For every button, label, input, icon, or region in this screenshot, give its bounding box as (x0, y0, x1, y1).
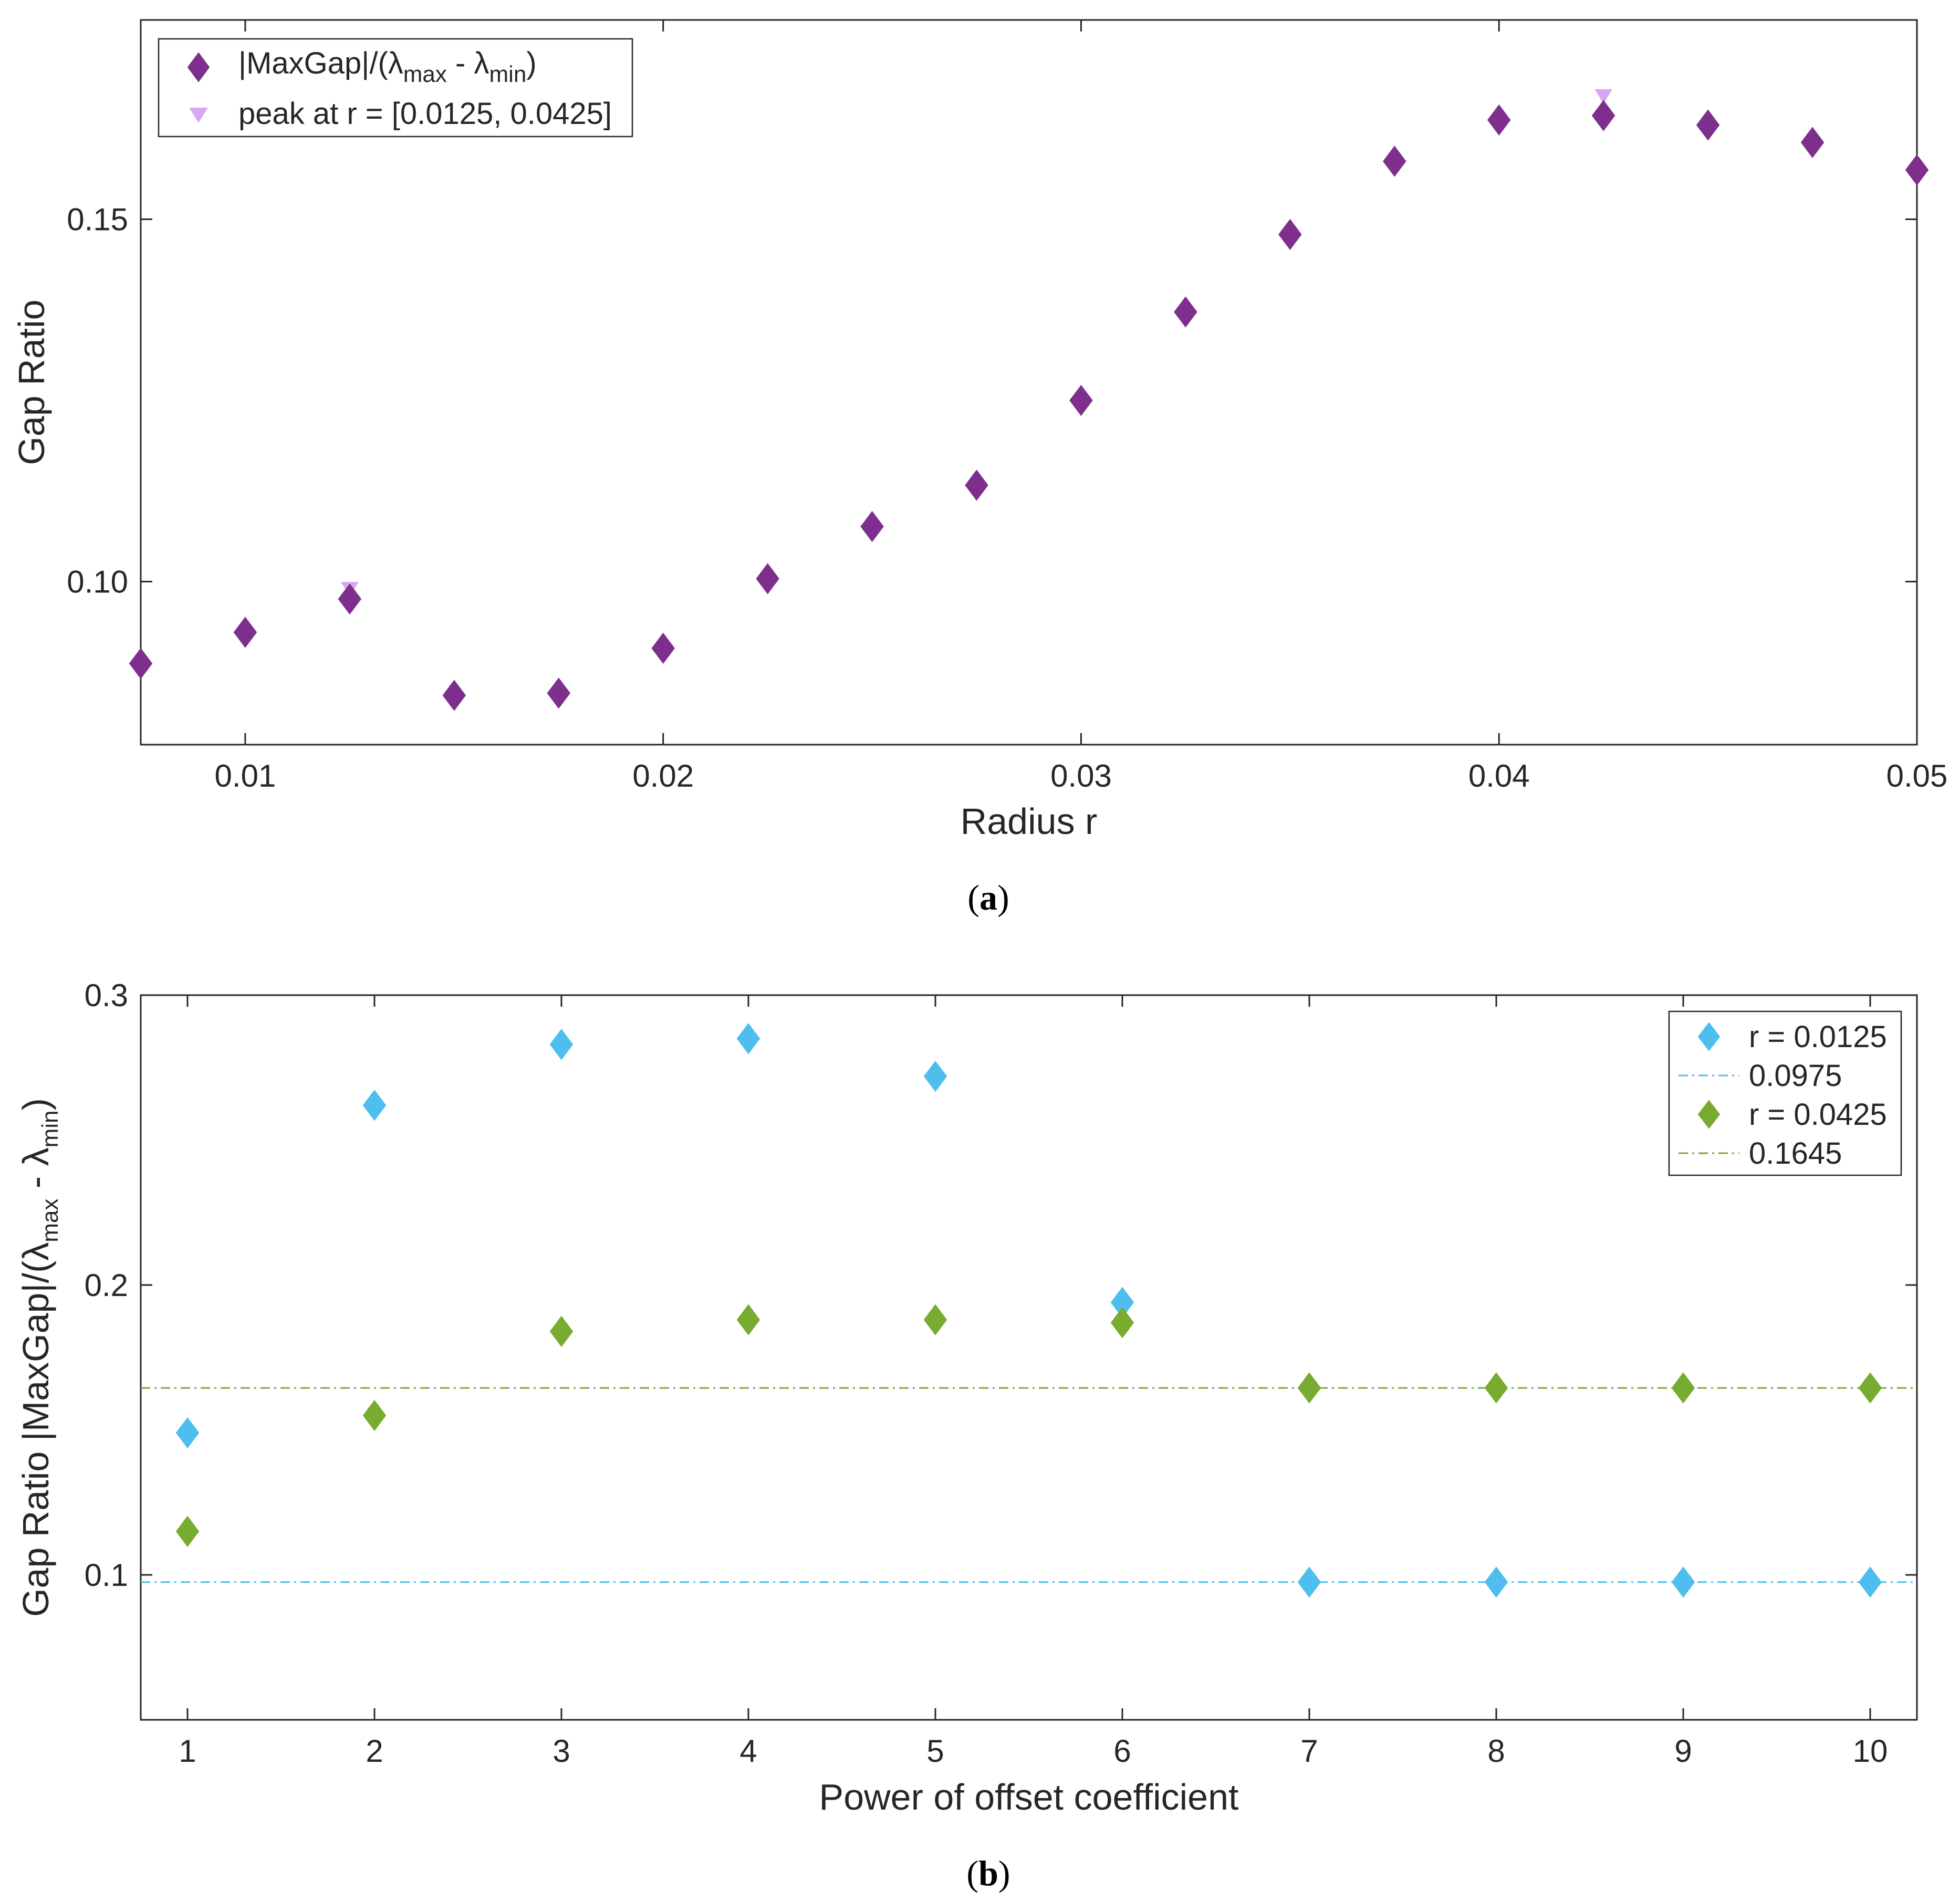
data-point (175, 1417, 200, 1449)
x-tick-label: 0.02 (632, 758, 694, 793)
legend-green-diamond-marker (1697, 1100, 1721, 1129)
legend-gap-mid: - λ (447, 46, 489, 80)
data-point (923, 1060, 947, 1092)
data-point (547, 677, 571, 709)
x-tick-label: 5 (926, 1733, 944, 1769)
panel-a-legend: |MaxGap|/(λmax - λmin) peak at r = [0.01… (158, 38, 633, 138)
legend-gap-main: |MaxGap|/(λ (238, 46, 403, 80)
data-point (1858, 1566, 1882, 1598)
data-point (1383, 145, 1406, 177)
data-point (233, 617, 257, 648)
x-tick-label: 0.03 (1050, 758, 1112, 793)
panel-b-y-axis-label: Gap Ratio |MaxGap|/(λmax - λmin) (15, 1098, 63, 1617)
data-point (736, 1023, 760, 1054)
panel-b-plot-frame (140, 994, 1918, 1721)
legend-0975-label: 0.0975 (1749, 1059, 1842, 1093)
data-point (129, 647, 153, 680)
panel-a-caption: (a) (967, 878, 1009, 917)
data-point (1278, 218, 1302, 250)
data-point (362, 1090, 387, 1121)
data-point (1858, 1372, 1882, 1404)
x-tick-label: 2 (366, 1733, 383, 1769)
y-tick-label: 0.10 (67, 565, 128, 600)
data-point (965, 469, 988, 501)
x-tick-label: 6 (1113, 1733, 1131, 1769)
panel-b-legend: r = 0.0125 0.0975 r = 0.0425 0.1645 (1668, 1010, 1902, 1176)
data-point (549, 1029, 574, 1060)
legend-diamond-marker (187, 52, 210, 82)
legend-triangle-marker (189, 108, 208, 123)
legend-r-0425-label: r = 0.0425 (1749, 1098, 1887, 1132)
legend-gap-sub-min: min (489, 61, 526, 87)
data-point (549, 1315, 574, 1347)
x-tick-label: 9 (1674, 1733, 1692, 1769)
data-point (1696, 109, 1720, 141)
panel-b-ylabel-end: ) (15, 1098, 56, 1110)
data-point (1800, 127, 1825, 158)
y-tick-label: 0.15 (67, 202, 128, 237)
data-point (442, 680, 466, 711)
panel-a-ticks: 0.01 0.02 0.03 0.04 0.05 0.10 0.15 (67, 20, 1947, 793)
panel-b-ylabel-mid: - λ (15, 1147, 56, 1198)
data-point (1671, 1566, 1695, 1598)
x-tick-label: 0.05 (1886, 758, 1948, 793)
data-point (923, 1304, 947, 1335)
data-point (1487, 104, 1511, 136)
panel-a-y-axis-label: Gap Ratio (11, 299, 52, 465)
panel-a-legend-box (158, 38, 633, 138)
panel-a: 0.01 0.02 0.03 0.04 0.05 0.10 0.15 Radius r Ga… (11, 19, 1947, 917)
data-point (1174, 296, 1197, 328)
panel-b-caption: (b) (966, 1853, 1010, 1893)
data-point (860, 510, 884, 542)
data-point (756, 563, 779, 594)
peak-marker (1594, 89, 1612, 104)
data-point (1591, 100, 1615, 131)
panel-a-x-axis-label: Radius r (961, 801, 1098, 842)
x-tick-label: 0.04 (1468, 758, 1530, 793)
panel-a-marks (129, 89, 1929, 711)
data-point (1110, 1307, 1134, 1339)
data-point (1905, 154, 1929, 186)
panel-b-x-axis-label: Power of offset coefficient (819, 1777, 1239, 1818)
x-tick-label: 1 (179, 1733, 196, 1769)
panel-b: 1 2 3 4 5 6 7 8 9 10 0.1 0.2 0.3 Power of offset coe… (15, 978, 1918, 1893)
panel-a-plot-frame (140, 19, 1918, 746)
data-point (651, 632, 675, 664)
panel-b-reference-lines (141, 1387, 1917, 1583)
x-tick-label: 4 (739, 1733, 757, 1769)
y-tick-label: 0.1 (85, 1558, 128, 1593)
panel-b-ticks: 1 2 3 4 5 6 7 8 9 10 0.1 0.2 0.3 (85, 978, 1917, 1769)
panel-b-ylabel-sub-max: max (37, 1199, 63, 1242)
legend-1645-label: 0.1645 (1749, 1136, 1842, 1171)
data-point (1297, 1372, 1321, 1404)
y-tick-label: 0.2 (85, 1268, 128, 1303)
x-tick-label: 8 (1487, 1733, 1505, 1769)
x-tick-label: 7 (1300, 1733, 1318, 1769)
data-point (1484, 1566, 1508, 1598)
x-tick-label: 3 (552, 1733, 570, 1769)
panel-a-caption-letter: a (979, 878, 997, 917)
legend-series-gap-ratio-label: |MaxGap|/(λmax - λmin) (238, 46, 537, 87)
legend-blue-diamond-marker (1697, 1022, 1721, 1051)
x-tick-label: 10 (1853, 1733, 1888, 1769)
legend-r-0125-label: r = 0.0125 (1749, 1020, 1887, 1054)
data-point (1484, 1372, 1508, 1404)
panel-b-caption-letter: b (978, 1853, 998, 1893)
panel-b-ylabel-main: Gap Ratio |MaxGap|/(λ (15, 1242, 56, 1617)
panel-b-marks (175, 1023, 1882, 1598)
data-point (175, 1516, 200, 1547)
data-point (338, 583, 362, 615)
legend-gap-end: ) (526, 46, 536, 80)
data-point (736, 1304, 760, 1335)
data-point (1671, 1372, 1695, 1404)
legend-gap-sub-max: max (403, 61, 447, 87)
data-point (1297, 1566, 1321, 1598)
legend-series-peak-label: peak at r = [0.0125, 0.0425] (238, 97, 612, 131)
data-point (1069, 384, 1093, 416)
x-tick-label: 0.01 (215, 758, 276, 793)
data-point (362, 1399, 387, 1432)
y-tick-label: 0.3 (85, 978, 128, 1013)
panel-b-ylabel-sub-min: min (37, 1110, 63, 1147)
